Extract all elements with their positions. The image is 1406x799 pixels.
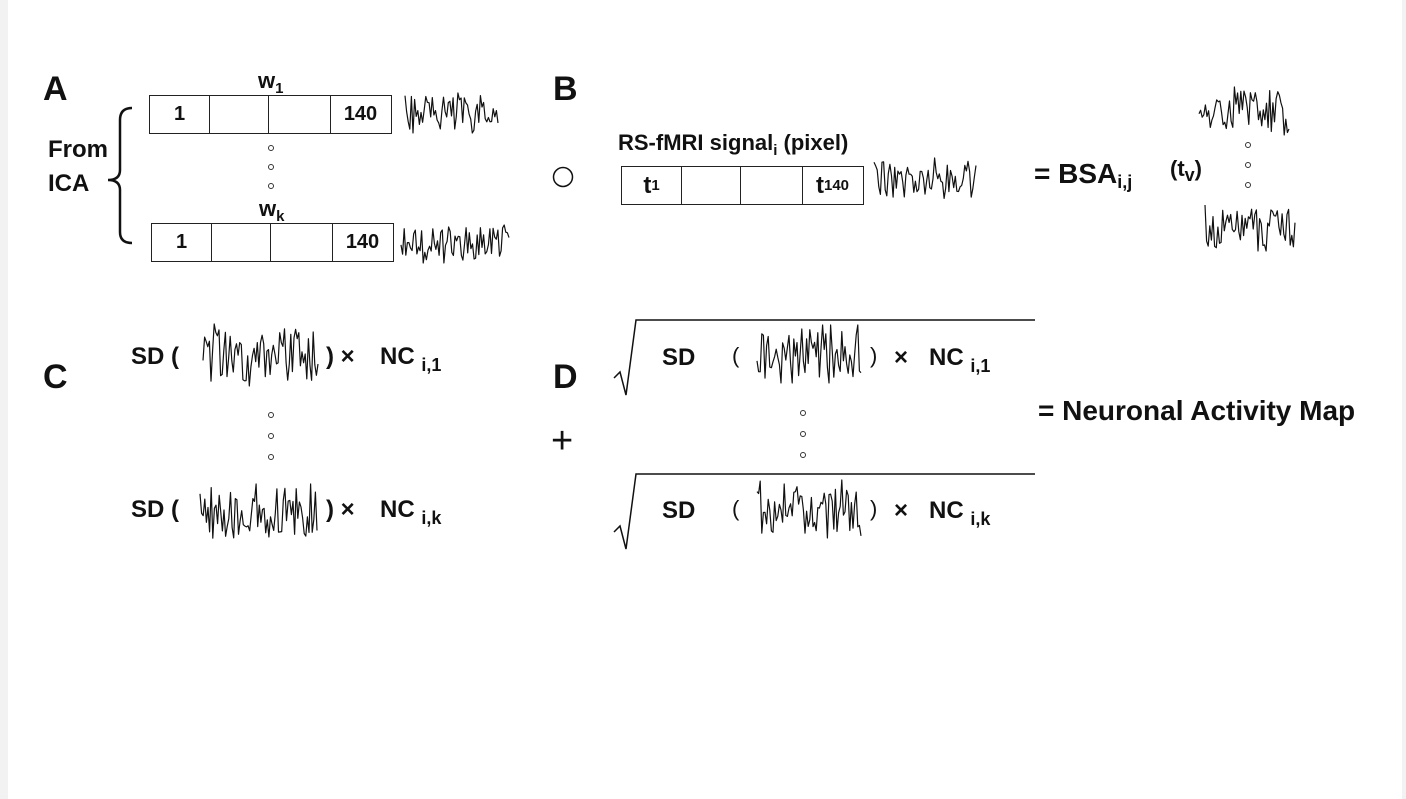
- panel-a-label: A: [43, 70, 68, 108]
- nc-term-k: NC i,k: [929, 497, 991, 529]
- tv-argument: (tv): [1170, 156, 1202, 185]
- weight-w1-label: w1: [258, 68, 284, 97]
- ellipsis-dot: [1245, 182, 1251, 188]
- square-root-sign-icon: [613, 319, 1035, 550]
- waveform-trace: [756, 479, 862, 539]
- cell-empty: [682, 167, 741, 204]
- cell-first: 1: [152, 224, 212, 261]
- sd-open-k: SD (: [131, 496, 179, 523]
- ellipsis-dot: [268, 454, 274, 460]
- waveform-trace: [202, 323, 319, 387]
- waveform-trace: [873, 157, 977, 199]
- sd-open-1: SD (: [131, 343, 179, 370]
- ellipsis-dot: [268, 183, 274, 189]
- ellipsis-dot: [800, 431, 806, 437]
- nc-term-1: NC i,1: [380, 343, 442, 375]
- ica-label: ICA: [48, 170, 90, 197]
- plus-sign: +: [551, 420, 574, 462]
- times-k: ×: [894, 497, 909, 524]
- ellipsis-dot: [268, 412, 274, 418]
- diagram-canvas: A From ICA w1 1 140 wk 1 140 B RS-fMRI s…: [8, 0, 1402, 799]
- cell-last: 140: [345, 231, 380, 253]
- waveform-trace: [400, 224, 510, 264]
- ellipsis-dot: [1245, 162, 1251, 168]
- elementwise-product-circle-icon: [552, 166, 574, 188]
- ellipsis-dot: [268, 145, 274, 151]
- nc-term-k: NC i,k: [380, 496, 442, 528]
- left-curly-brace: [107, 106, 133, 245]
- weight-vector-row-k: 1 140: [151, 223, 394, 262]
- rs-fmri-signal-label: RS-fMRI signali (pixel): [618, 130, 849, 159]
- bsa-waveform-icon: [1204, 204, 1296, 252]
- waveform-trace: [1198, 86, 1290, 136]
- ellipsis-dot: [800, 452, 806, 458]
- time-course-waveform-icon: [400, 224, 510, 264]
- times-1: ×: [894, 344, 909, 371]
- bsa-equation: = BSAi,j: [1034, 158, 1133, 192]
- waveform-trace: [199, 483, 318, 539]
- open-paren-1: (: [732, 343, 740, 368]
- cell-t-last: t 140: [815, 171, 850, 199]
- neuronal-activity-map-result: = Neuronal Activity Map: [1038, 395, 1356, 426]
- cell-empty: [210, 96, 269, 133]
- cell-last: 140: [343, 103, 378, 125]
- cell-empty: [741, 167, 803, 204]
- ellipsis-dot: [1245, 142, 1251, 148]
- waveform-trace: [1204, 204, 1296, 252]
- signal-waveform-icon: [873, 157, 977, 199]
- close-paren-k: ): [870, 496, 878, 521]
- panel-b-label: B: [553, 70, 578, 108]
- ellipsis-dot: [268, 164, 274, 170]
- cell-empty: [212, 224, 271, 261]
- nc-term-1: NC i,1: [929, 344, 991, 376]
- close-times-1: ) ×: [326, 343, 355, 370]
- component-waveform-icon: [756, 324, 862, 384]
- component-waveform-icon: [202, 323, 319, 387]
- cell-empty: [271, 224, 333, 261]
- waveform-trace: [404, 92, 499, 134]
- panel-c-label: C: [43, 358, 68, 396]
- waveform-trace: [756, 324, 862, 384]
- cell-empty: [269, 96, 331, 133]
- component-waveform-icon: [756, 479, 862, 539]
- close-times-k: ) ×: [326, 496, 355, 523]
- weight-wk-label: wk: [259, 196, 285, 225]
- open-paren-k: (: [732, 496, 740, 521]
- time-course-waveform-icon: [404, 92, 499, 134]
- component-waveform-icon: [199, 483, 318, 539]
- from-label: From: [48, 136, 108, 163]
- sd-label-1: SD: [662, 344, 696, 371]
- bsa-waveform-icon: [1198, 86, 1290, 136]
- sd-label-k: SD: [662, 497, 696, 524]
- cell-first: 1: [150, 96, 210, 133]
- ellipsis-dot: [268, 433, 274, 439]
- panel-d-label: D: [553, 358, 578, 396]
- close-paren-1: ): [870, 343, 878, 368]
- weight-vector-row-1: 1 140: [149, 95, 392, 134]
- ellipsis-dot: [800, 410, 806, 416]
